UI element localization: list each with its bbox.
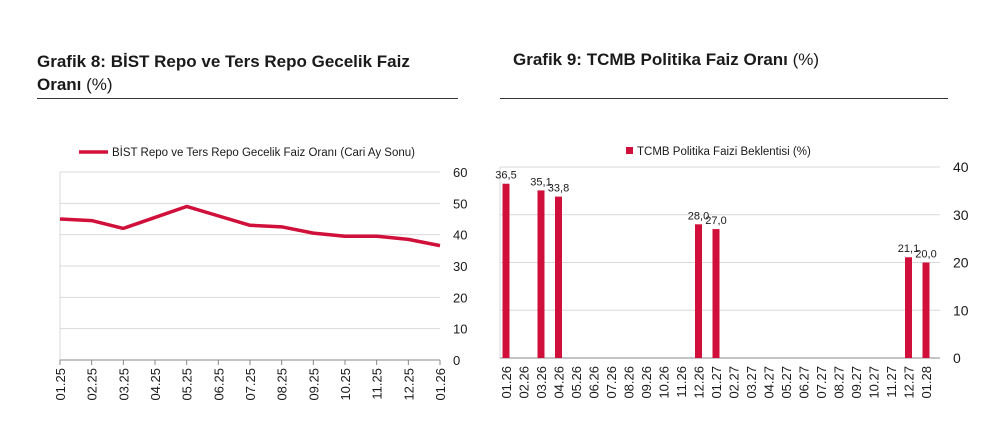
y-tick-label: 30 bbox=[453, 259, 467, 274]
y-tick-label: 10 bbox=[453, 322, 467, 337]
x-tick-label: 04.25 bbox=[148, 368, 163, 401]
bar bbox=[555, 196, 562, 358]
bar bbox=[922, 262, 930, 358]
x-tick-label: 05.25 bbox=[180, 368, 195, 401]
bar bbox=[537, 190, 545, 358]
x-tick-label: 11.25 bbox=[370, 368, 385, 400]
x-tick-label: 11.27 bbox=[884, 366, 899, 398]
x-tick-label: 01.26 bbox=[499, 366, 514, 399]
x-tick-label: 09.27 bbox=[849, 366, 864, 399]
x-tick-label: 05.26 bbox=[569, 366, 584, 399]
x-tick-label: 08.26 bbox=[622, 366, 637, 399]
bar bbox=[905, 257, 912, 358]
x-tick-label: 03.25 bbox=[116, 368, 131, 401]
x-tick-label: 02.27 bbox=[727, 366, 742, 399]
legend-label: BİST Repo ve Ters Repo Gecelik Faiz Oran… bbox=[112, 146, 415, 159]
x-tick-label: 04.26 bbox=[552, 366, 567, 399]
y-tick-label: 20 bbox=[453, 290, 467, 305]
bar bbox=[502, 183, 510, 358]
data-label: 35,1 bbox=[530, 176, 551, 188]
data-label: 21,1 bbox=[898, 243, 919, 255]
x-tick-label: 07.26 bbox=[604, 366, 619, 399]
x-tick-label: 08.25 bbox=[275, 368, 290, 401]
x-tick-label: 02.25 bbox=[85, 368, 100, 401]
x-tick-label: 12.25 bbox=[401, 368, 416, 401]
x-tick-label: 10.25 bbox=[338, 368, 353, 401]
y-tick-label: 30 bbox=[953, 207, 969, 223]
x-tick-label: 09.26 bbox=[639, 366, 654, 399]
x-tick-label: 04.27 bbox=[762, 366, 777, 399]
x-tick-label: 10.27 bbox=[867, 366, 882, 399]
data-label: 33,8 bbox=[548, 183, 569, 195]
chart-8-title: Grafik 8: BİST Repo ve Ters Repo Gecelik… bbox=[37, 50, 457, 96]
y-tick-label: 40 bbox=[453, 228, 467, 243]
y-tick-label: 60 bbox=[453, 165, 467, 180]
bar bbox=[695, 224, 702, 358]
y-tick-label: 40 bbox=[953, 159, 969, 175]
y-tick-label: 20 bbox=[953, 255, 969, 271]
chart-8-title-rule bbox=[37, 98, 458, 99]
series-line bbox=[59, 204, 441, 248]
chart-9-title-unit: (%) bbox=[792, 50, 820, 69]
data-label: 27,0 bbox=[705, 215, 726, 227]
x-tick-label: 02.26 bbox=[517, 366, 532, 399]
x-tick-label: 12.27 bbox=[902, 366, 917, 399]
y-tick-label: 10 bbox=[953, 302, 969, 318]
x-tick-label: 08.27 bbox=[832, 366, 847, 399]
y-tick-label: 0 bbox=[453, 353, 460, 368]
legend-swatch bbox=[626, 147, 633, 154]
x-tick-label: 03.26 bbox=[534, 366, 549, 399]
x-tick-label: 06.27 bbox=[797, 366, 812, 399]
x-tick-label: 01.25 bbox=[53, 368, 68, 401]
x-tick-label: 07.27 bbox=[814, 366, 829, 399]
x-tick-label: 06.25 bbox=[211, 368, 226, 401]
legend-label: TCMB Politika Faizi Beklentisi (%) bbox=[637, 146, 811, 158]
chart-8-title-text: Grafik 8: BİST Repo ve Ters Repo Gecelik… bbox=[37, 52, 410, 94]
data-label: 20,0 bbox=[915, 249, 936, 261]
x-tick-label: 03.27 bbox=[744, 366, 759, 399]
y-tick-label: 0 bbox=[953, 350, 961, 366]
x-tick-label: 01.27 bbox=[709, 366, 724, 399]
x-tick-label: 09.25 bbox=[306, 368, 321, 401]
chart-9-title-rule bbox=[500, 98, 948, 99]
x-tick-label: 12.26 bbox=[692, 366, 707, 399]
y-tick-label: 50 bbox=[453, 196, 467, 211]
x-tick-label: 01.26 bbox=[433, 368, 448, 401]
chart-8-title-unit: (%) bbox=[86, 75, 113, 94]
chart-9-title-text: Grafik 9: TCMB Politika Faiz Oranı bbox=[513, 50, 788, 69]
x-tick-label: 05.27 bbox=[779, 366, 794, 399]
x-tick-label: 07.25 bbox=[243, 368, 258, 401]
data-label: 28,0 bbox=[688, 210, 709, 222]
x-tick-label: 06.26 bbox=[587, 366, 602, 399]
x-tick-label: 11.26 bbox=[674, 366, 689, 398]
chart-8-line: 0 10 20 30 40 50 60 01.25 02.25 03.25 04.25 05.25 06… bbox=[53, 146, 467, 401]
chart-9-title: Grafik 9: TCMB Politika Faiz Oranı (%) bbox=[513, 48, 953, 71]
x-tick-label: 10.26 bbox=[657, 366, 672, 399]
bar bbox=[712, 229, 720, 358]
x-tick-label: 01.28 bbox=[919, 366, 934, 399]
data-label: 36,5 bbox=[495, 170, 516, 182]
